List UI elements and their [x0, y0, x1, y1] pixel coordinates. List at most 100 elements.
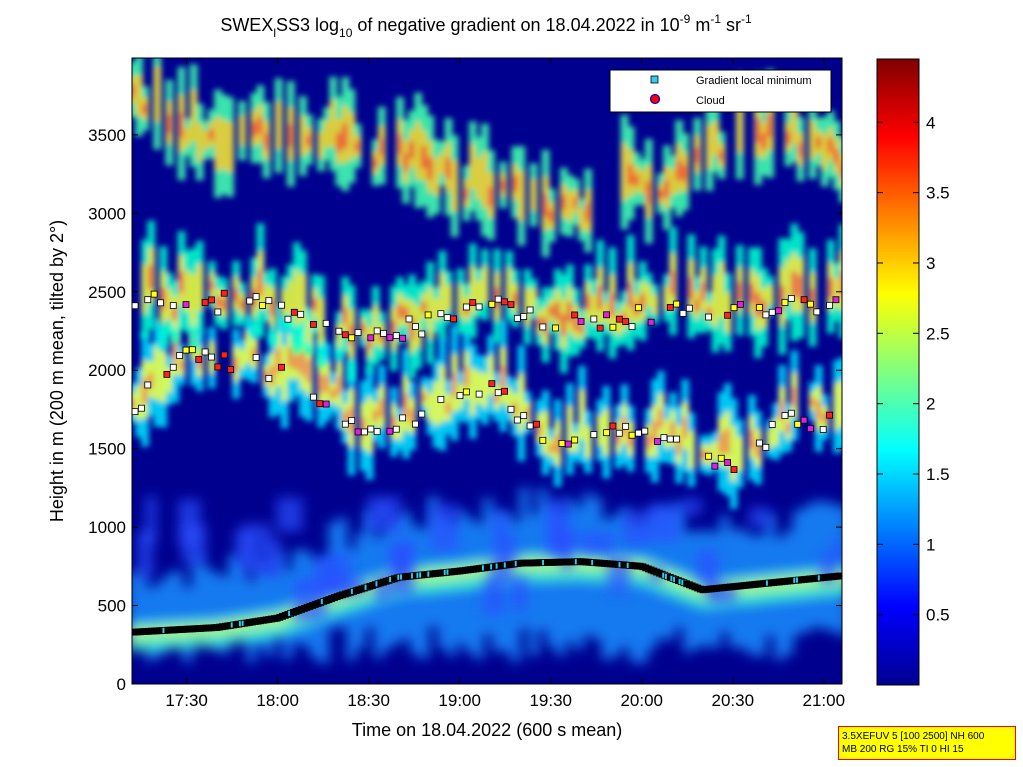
gradient-marker	[169, 363, 177, 371]
gradient-marker	[392, 425, 400, 433]
gradient-marker	[322, 319, 330, 327]
gradient-marker	[188, 346, 196, 354]
gradient-marker	[762, 443, 770, 451]
gradient-marker	[787, 295, 795, 302]
gradient-marker	[227, 366, 235, 373]
gradient-marker	[558, 440, 566, 447]
colorbar-tick-label: 2	[926, 395, 935, 414]
gradient-marker	[348, 334, 356, 342]
gradient-marker	[533, 420, 540, 428]
gradient-marker	[501, 298, 508, 306]
gradient-marker	[411, 323, 419, 330]
gradient-marker	[756, 304, 763, 311]
gradient-marker	[826, 411, 833, 419]
legend-label-cloud: Cloud	[696, 95, 725, 107]
gradient-marker	[628, 323, 636, 331]
gradient-marker	[437, 310, 445, 318]
parameter-line-1: 3.5XEFUV 5 [100 2500] NH 600	[842, 731, 985, 742]
parameter-box: 3.5XEFUV 5 [100 2500] NH 600 MB 200 RG 1…	[838, 726, 1016, 760]
gradient-marker	[310, 320, 317, 328]
x-tick-label: 18:00	[256, 691, 299, 710]
gradient-marker	[615, 315, 623, 323]
gradient-marker	[762, 311, 770, 319]
gradient-marker	[176, 352, 184, 359]
gradient-marker	[768, 308, 776, 316]
gradient-marker	[628, 431, 636, 439]
gradient-marker	[220, 351, 228, 359]
colorbar-ticks: 0.5 1 1.5 2 2.5 3 3.5 4	[877, 113, 950, 625]
gradient-marker	[730, 304, 738, 312]
gradient-marker	[208, 296, 215, 304]
y-tick-label: 2000	[88, 361, 126, 380]
colorbar-gradient	[876, 58, 920, 686]
gradient-marker	[386, 334, 394, 342]
gradient-marker	[654, 438, 661, 445]
y-tick-label: 0	[117, 675, 126, 694]
gradient-marker	[666, 435, 674, 443]
gradient-marker	[635, 304, 642, 312]
colorbar-tick-label: 3	[926, 254, 935, 273]
colorbar-tick-label: 3.5	[926, 184, 950, 203]
gradient-marker	[609, 422, 617, 430]
x-tick-label: 20:30	[711, 691, 754, 710]
gradient-marker	[666, 304, 674, 311]
gradient-marker	[214, 308, 222, 316]
heatmap-plot-area: 17:30 18:00 18:30 19:00 19:30 20:00 20:30 21:00…	[88, 57, 845, 710]
gradient-marker	[660, 434, 668, 442]
gradient-marker	[526, 422, 534, 430]
gradient-marker	[278, 363, 285, 371]
chart-title: SWEXlSS3 log10 of negative gradient on 1…	[220, 12, 752, 40]
gradient-marker	[443, 314, 451, 321]
gradient-marker	[411, 420, 419, 428]
gradient-marker	[577, 318, 585, 325]
y-axis: 0 500 1000 1500 2000 2500 3000 3500	[88, 126, 842, 694]
gradient-marker	[456, 392, 464, 400]
gradient-marker	[252, 354, 260, 361]
gradient-marker	[405, 315, 413, 323]
gradient-marker	[354, 329, 362, 336]
gradient-marker	[673, 300, 681, 308]
gradient-marker	[201, 299, 209, 306]
legend-box	[609, 69, 832, 113]
gradient-marker	[310, 393, 317, 401]
gradient-marker	[386, 427, 394, 435]
y-axis-label: Height in m (200 m mean, tilted by 2°)	[47, 220, 67, 522]
gradient-marker	[615, 429, 623, 437]
x-tick-label: 18:30	[347, 691, 390, 710]
gradient-marker	[705, 313, 712, 321]
gradient-marker	[380, 330, 387, 337]
gradient-marker	[781, 412, 789, 419]
gradient-marker	[539, 436, 547, 444]
colorbar-tick-label: 0.5	[926, 606, 950, 625]
colorbar-tick-label: 2.5	[926, 324, 950, 343]
gradient-marker	[462, 303, 470, 311]
gradient-marker	[641, 427, 649, 435]
gradient-marker	[208, 353, 215, 361]
gradient-marker	[437, 395, 445, 403]
gradient-marker	[316, 400, 324, 408]
gradient-marker	[717, 454, 725, 462]
gradient-marker	[596, 324, 604, 332]
gradient-marker	[513, 314, 521, 322]
gradient-marker	[622, 318, 630, 325]
gradient-marker	[787, 409, 795, 417]
gradient-marker	[590, 315, 598, 323]
gradient-marker	[144, 381, 152, 389]
gradient-marker	[259, 302, 266, 309]
gradient-marker	[373, 327, 381, 335]
gradient-marker	[513, 416, 521, 424]
gradient-marker	[265, 375, 273, 382]
y-tick-label: 1500	[88, 440, 126, 459]
gradient-marker	[144, 296, 152, 304]
gradient-marker	[469, 299, 477, 306]
gradient-marker	[278, 301, 285, 309]
gradient-marker	[150, 290, 158, 298]
gradient-marker	[622, 422, 630, 430]
gradient-marker	[836, 572, 842, 580]
y-tick-label: 3500	[88, 126, 126, 145]
gradient-marker	[494, 295, 502, 303]
legend-label-gradient-minimum: Gradient local minimum	[696, 75, 812, 87]
layer-band	[132, 58, 842, 258]
gradient-marker	[711, 462, 719, 470]
gradient-marker	[132, 302, 139, 310]
